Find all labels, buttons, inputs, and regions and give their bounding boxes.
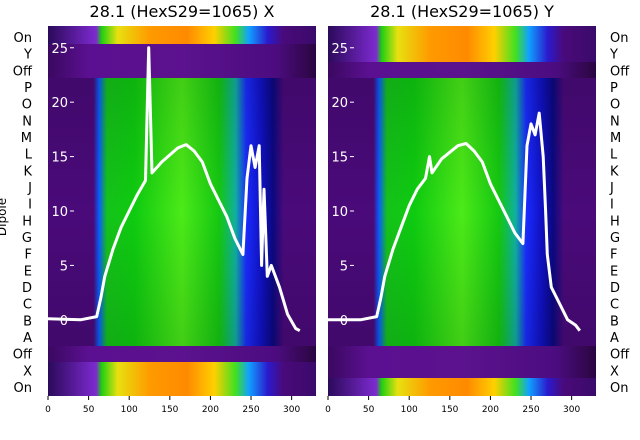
dipole-label-right: A bbox=[610, 331, 619, 346]
dipole-label-left: Y bbox=[23, 48, 32, 63]
dipole-label-right: J bbox=[609, 181, 614, 196]
y-tick-label: 15 bbox=[331, 151, 348, 166]
dipole-label-right: On bbox=[610, 31, 628, 46]
dipole-label-left: D bbox=[22, 281, 32, 296]
y-tick-label: 25 bbox=[51, 42, 68, 57]
dipole-label-right: H bbox=[610, 214, 620, 229]
dipole-label-right: F bbox=[610, 248, 617, 263]
x-tick-label: 150 bbox=[441, 405, 458, 415]
dipole-label-left: K bbox=[23, 164, 32, 179]
dipole-label-right: K bbox=[610, 164, 619, 179]
panel-x-main-shade bbox=[48, 78, 316, 346]
panel-x-overlay-line bbox=[47, 46, 301, 333]
y-tick-label: 0 bbox=[340, 314, 348, 329]
dipole-label-left: On bbox=[14, 381, 32, 396]
y-tick-label: 10 bbox=[331, 205, 348, 220]
dipole-label-right: M bbox=[610, 131, 621, 146]
y-tick-label: 20 bbox=[331, 96, 348, 111]
dipole-label-right: D bbox=[610, 281, 620, 296]
dipole-label-left: M bbox=[21, 131, 32, 146]
x-tick-label: 200 bbox=[482, 405, 499, 415]
dipole-label-right: I bbox=[610, 198, 614, 213]
dipole-label-right: X bbox=[610, 364, 619, 379]
y-tick-label: 10 bbox=[51, 205, 68, 220]
x-tick-label: 300 bbox=[563, 405, 580, 415]
panel-y-title: 28.1 (HexS29=1065) Y bbox=[370, 2, 554, 21]
dipole-label-left: G bbox=[22, 231, 32, 246]
y-axis-label: Dipole bbox=[0, 198, 9, 236]
y-tick-label: 25 bbox=[331, 42, 348, 57]
dipole-label-right: On bbox=[610, 381, 628, 396]
dipole-label-right: N bbox=[610, 114, 620, 129]
dipole-label-right: B bbox=[610, 314, 619, 329]
y-tick-label: 15 bbox=[51, 151, 68, 166]
dipole-label-right: Off bbox=[610, 348, 630, 363]
x-tick-label: 150 bbox=[161, 405, 178, 415]
dipole-label-left: J bbox=[27, 181, 32, 196]
dipole-label-left: X bbox=[23, 364, 32, 379]
panel-x-top-warm-band bbox=[48, 26, 316, 44]
panel-y-bottom-warm-band bbox=[328, 378, 596, 396]
dipole-label-right: Y bbox=[609, 48, 618, 63]
x-tick-label: 0 bbox=[45, 405, 51, 415]
dipole-label-left: F bbox=[25, 248, 32, 263]
dipole-label-right: L bbox=[610, 148, 618, 163]
dipole-label-left: On bbox=[14, 31, 32, 46]
dipole-label-left: P bbox=[24, 81, 32, 96]
dipole-label-left: B bbox=[23, 314, 32, 329]
dipole-label-left: Off bbox=[13, 64, 33, 79]
dipole-label-left: N bbox=[22, 114, 32, 129]
dipole-label-left: L bbox=[25, 148, 33, 163]
dipole-label-left: A bbox=[23, 331, 32, 346]
panel-y-main-shade bbox=[328, 78, 596, 346]
panel-x-axis-ticks: 0 50 100 150 200 250 300 0 5 10 15 20 25 bbox=[45, 42, 300, 415]
dipole-label-left: C bbox=[23, 298, 32, 313]
panel-y-overlay-line bbox=[328, 111, 581, 332]
x-tick-label: 50 bbox=[83, 405, 95, 415]
dipole-label-left: E bbox=[24, 264, 32, 279]
dipole-label-right: Off bbox=[610, 64, 630, 79]
y-tick-label: 5 bbox=[340, 259, 348, 274]
y-tick-label: 20 bbox=[51, 96, 68, 111]
dipole-label-left: Off bbox=[13, 348, 33, 363]
x-tick-label: 200 bbox=[202, 405, 219, 415]
dipole-label-left: O bbox=[22, 98, 32, 113]
y-tick-label: 0 bbox=[60, 314, 68, 329]
dipole-label-right: O bbox=[610, 98, 620, 113]
dipole-label-left: H bbox=[22, 214, 32, 229]
x-tick-label: 100 bbox=[121, 405, 138, 415]
dipole-label-right: P bbox=[610, 81, 618, 96]
panel-y-axis-ticks: 0 50 100 150 200 250 300 0 5 10 15 20 25 bbox=[325, 42, 580, 415]
x-tick-label: 0 bbox=[325, 405, 331, 415]
x-tick-label: 250 bbox=[522, 405, 539, 415]
dipole-label-right: E bbox=[610, 264, 618, 279]
panel-x-bottom-warm-band bbox=[48, 362, 316, 396]
panel-x-title: 28.1 (HexS29=1065) X bbox=[90, 2, 275, 21]
dipole-label-right: C bbox=[610, 298, 619, 313]
x-tick-label: 250 bbox=[242, 405, 259, 415]
dipole-label-right: G bbox=[610, 231, 620, 246]
panel-x: 28.1 (HexS29=1065) X 0 50 100 150 200 250 3000… bbox=[45, 2, 316, 415]
panel-y-top-warm-band bbox=[328, 26, 596, 62]
dipole-label-left: I bbox=[28, 198, 32, 213]
x-tick-label: 100 bbox=[401, 405, 418, 415]
x-tick-label: 50 bbox=[363, 405, 375, 415]
panel-y: 28.1 (HexS29=1065) Y 0 50 100 150 200 250 3000… bbox=[325, 2, 596, 415]
x-tick-label: 300 bbox=[283, 405, 300, 415]
y-tick-label: 5 bbox=[60, 259, 68, 274]
